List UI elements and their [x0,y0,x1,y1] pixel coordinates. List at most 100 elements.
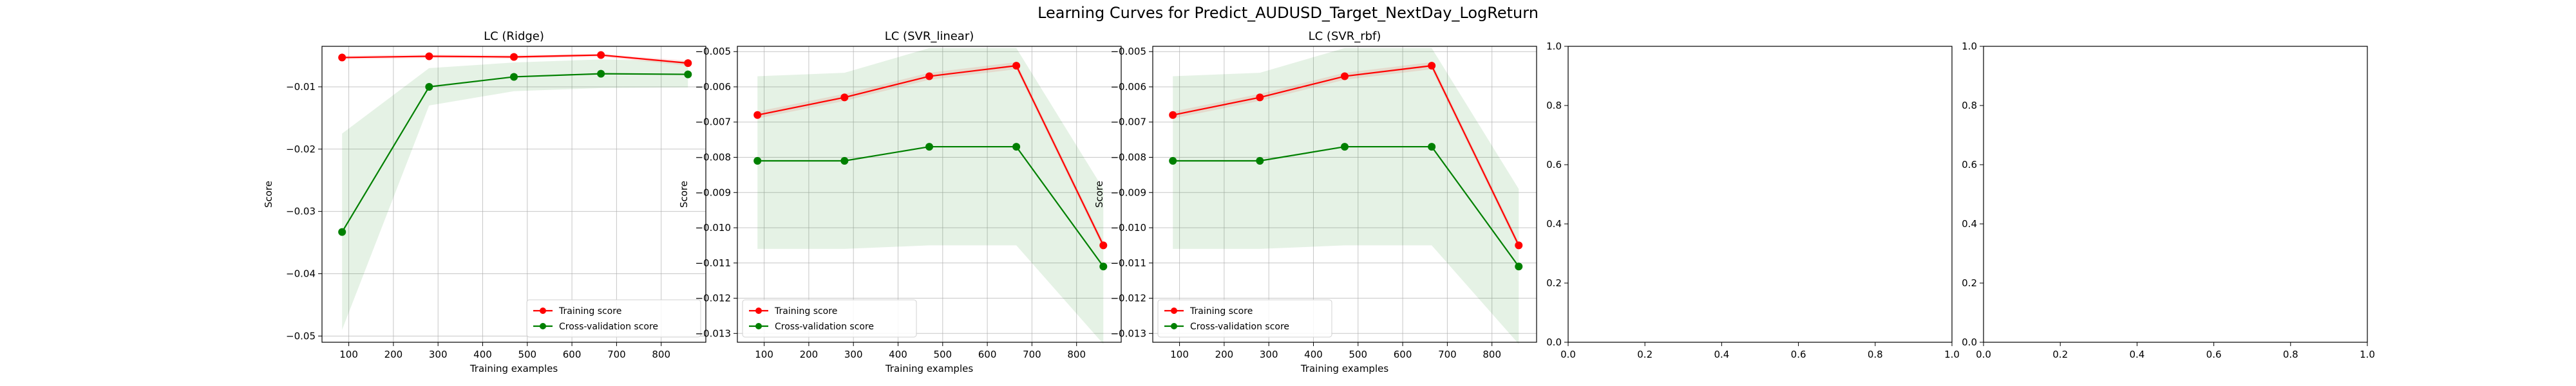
y-tick-label: −0.008 [1110,152,1146,163]
x-tick-label: 800 [1067,349,1086,360]
data-point-cross-validation [510,73,518,81]
axes-frame [737,46,1122,343]
y-tick-label: 1.0 [1962,41,1977,52]
legend-box [742,299,917,338]
series-band-cross-validation [342,59,688,330]
x-axis-label: Training examples [885,363,974,374]
legend-box [526,299,701,338]
chart-panel-5: 0.0 0.2 0.4 0.6 0.8 1.0 0.0 0.2 0.4 0.6 0.8 1.0 [1962,41,2375,360]
chart-panel-4: 0.0 0.2 0.4 0.6 0.8 1.0 0.0 0.2 0.4 0.6 0.8 1.0 [1546,41,1960,360]
x-tick-label: 300 [844,349,863,360]
y-tick-label: −0.005 [695,46,731,57]
chart-title: LC (SVR_linear) [885,30,974,43]
y-tick-label: −0.010 [1110,222,1146,234]
y-tick-label: −0.013 [1110,327,1146,339]
y-tick-label: 0.6 [1962,159,1977,170]
y-tick-label: 0.8 [1546,100,1562,111]
x-tick-label: 200 [1215,349,1234,360]
data-point-training [1515,241,1523,250]
y-tick-label: 0.8 [1962,100,1977,111]
y-tick-label: −0.03 [286,206,316,217]
data-point-training [840,93,849,102]
data-point-training [1256,93,1264,102]
legend: Training score Cross-validation score [526,299,701,338]
x-tick-label: 400 [473,349,492,360]
data-point-cross-validation [1099,262,1108,271]
data-point-cross-validation [1515,262,1523,271]
data-point-cross-validation [1169,156,1177,165]
chart-title: LC (Ridge) [484,30,544,43]
data-point-training [425,52,433,60]
x-tick-label: 1.0 [2360,349,2375,360]
x-axis-label: Training examples [469,363,558,374]
data-point-cross-validation [753,156,762,165]
x-tick-label: 700 [1023,349,1041,360]
y-tick-label: −0.02 [286,143,316,155]
y-tick-label: 0.0 [1546,336,1562,348]
legend-label-training: Training score [774,306,837,317]
data-point-cross-validation [1428,143,1436,151]
x-tick-label: 0.8 [2283,349,2298,360]
x-tick-label: 1.0 [1944,349,1960,360]
legend-label-cross-validation: Cross-validation score [1190,322,1289,332]
x-tick-label: 300 [1260,349,1278,360]
x-tick-label: 0.8 [1868,349,1883,360]
x-tick-label: 400 [889,349,907,360]
x-tick-label: 300 [429,349,448,360]
y-tick-label: −0.009 [1110,187,1146,198]
figure-title: Learning Curves for Predict_AUDUSD_Targe… [1037,4,1539,22]
legend-label-training: Training score [1189,306,1253,317]
data-point-cross-validation [597,69,605,78]
y-tick-label: 0.0 [1962,336,1977,348]
x-tick-label: 500 [933,349,952,360]
data-point-training [1341,72,1349,80]
y-tick-label: −0.009 [695,187,731,198]
chart-panel-3: 100 200 300 400 500 600 700 800 −0.013 −0.012 −0.0… [1094,30,1537,374]
y-tick-label: −0.010 [695,222,731,234]
legend-marker-cross-validation [1171,323,1177,329]
x-tick-label: 800 [652,349,670,360]
legend-box [1157,299,1332,338]
y-tick-label: −0.007 [695,116,731,128]
chart-title: LC (SVR_rbf) [1309,30,1381,43]
legend-marker-cross-validation [755,323,762,329]
x-tick-label: 200 [800,349,819,360]
data-point-cross-validation [425,82,433,91]
axes-frame [1152,46,1537,343]
chart-panel-1: 100 200 300 400 500 600 700 800 −0.05 −0.04 −0.03 −… [263,30,706,374]
x-tick-label: 0.2 [2052,349,2068,360]
legend-marker-cross-validation [540,323,546,329]
y-tick-label: 0.2 [1546,277,1562,289]
y-axis-label: Score [678,181,690,208]
x-tick-label: 100 [1170,349,1189,360]
data-point-training [925,72,933,80]
x-tick-label: 500 [518,349,536,360]
data-point-training [338,53,346,62]
y-axis-label: Score [1094,181,1105,208]
x-tick-label: 700 [607,349,626,360]
y-tick-label: 0.2 [1962,277,1977,289]
y-axis-label: Score [263,181,274,208]
legend-marker-training [755,308,762,314]
data-point-training [684,59,692,68]
data-point-cross-validation [338,228,346,236]
x-tick-label: 200 [384,349,403,360]
axes-frame [1983,46,2368,343]
legend-marker-training [1171,308,1177,314]
x-tick-label: 100 [755,349,773,360]
x-tick-label: 600 [563,349,582,360]
data-point-cross-validation [925,143,933,151]
legend-label-cross-validation: Cross-validation score [559,322,658,332]
legend-label-training: Training score [558,306,621,317]
data-point-cross-validation [1341,143,1349,151]
x-tick-label: 600 [1394,349,1412,360]
y-tick-label: −0.011 [1110,257,1146,269]
data-point-training [1169,111,1177,119]
legend: Training score Cross-validation score [1157,299,1332,338]
axes-frame [1567,46,1953,343]
y-tick-label: 0.4 [1546,218,1562,230]
data-point-cross-validation [840,156,849,165]
chart-panel-2: 100 200 300 400 500 600 700 800 −0.013 −0.012 −0.0… [678,30,1122,374]
y-tick-label: −0.006 [1110,81,1146,93]
